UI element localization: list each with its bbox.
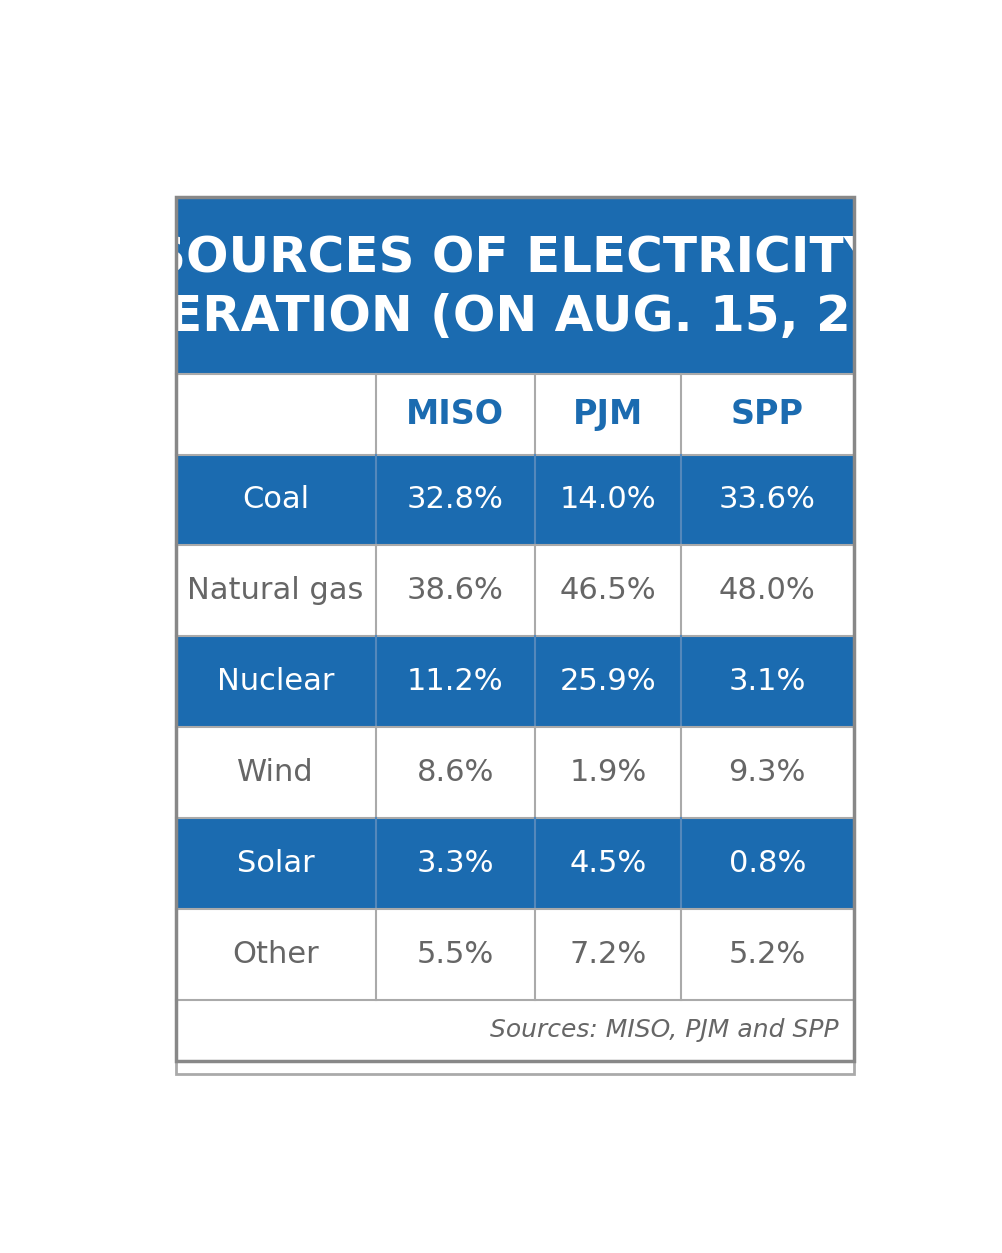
Text: 48.0%: 48.0% bbox=[718, 576, 816, 605]
Text: Wind: Wind bbox=[237, 758, 314, 787]
Bar bbox=[175, 545, 854, 637]
Text: 5.5%: 5.5% bbox=[417, 940, 494, 969]
Bar bbox=[175, 1000, 854, 1061]
Bar bbox=[175, 373, 854, 455]
Bar bbox=[175, 908, 854, 1000]
Bar bbox=[175, 818, 854, 908]
Text: 7.2%: 7.2% bbox=[569, 940, 646, 969]
Text: 14.0%: 14.0% bbox=[560, 485, 656, 515]
Text: Sources: MISO, PJM and SPP: Sources: MISO, PJM and SPP bbox=[490, 1019, 839, 1042]
Text: SPP: SPP bbox=[730, 397, 804, 431]
Text: Solar: Solar bbox=[236, 848, 315, 878]
Bar bbox=[175, 455, 854, 545]
Text: 46.5%: 46.5% bbox=[560, 576, 656, 605]
Text: Nuclear: Nuclear bbox=[216, 667, 335, 697]
Text: GENERATION (ON AUG. 15, 2024): GENERATION (ON AUG. 15, 2024) bbox=[51, 293, 978, 341]
Text: 25.9%: 25.9% bbox=[560, 667, 656, 697]
Text: 11.2%: 11.2% bbox=[407, 667, 504, 697]
Text: Natural gas: Natural gas bbox=[187, 576, 364, 605]
Text: SOURCES OF ELECTRICITY: SOURCES OF ELECTRICITY bbox=[150, 234, 880, 282]
Text: 1.9%: 1.9% bbox=[569, 758, 646, 787]
Bar bbox=[175, 727, 854, 818]
Text: 0.8%: 0.8% bbox=[728, 848, 806, 878]
Text: 5.2%: 5.2% bbox=[728, 940, 806, 969]
Text: 9.3%: 9.3% bbox=[728, 758, 806, 787]
Text: Other: Other bbox=[232, 940, 319, 969]
Text: PJM: PJM bbox=[573, 397, 643, 431]
Text: 8.6%: 8.6% bbox=[417, 758, 494, 787]
Bar bbox=[175, 197, 854, 1074]
Bar bbox=[175, 197, 854, 1061]
Text: 38.6%: 38.6% bbox=[407, 576, 504, 605]
Text: 3.1%: 3.1% bbox=[728, 667, 806, 697]
Text: 32.8%: 32.8% bbox=[407, 485, 504, 515]
Text: Coal: Coal bbox=[242, 485, 310, 515]
Text: 4.5%: 4.5% bbox=[569, 848, 646, 878]
Text: 33.6%: 33.6% bbox=[718, 485, 816, 515]
Text: 3.3%: 3.3% bbox=[417, 848, 494, 878]
Text: MISO: MISO bbox=[407, 397, 504, 431]
Bar bbox=[175, 197, 854, 373]
Bar bbox=[175, 637, 854, 727]
